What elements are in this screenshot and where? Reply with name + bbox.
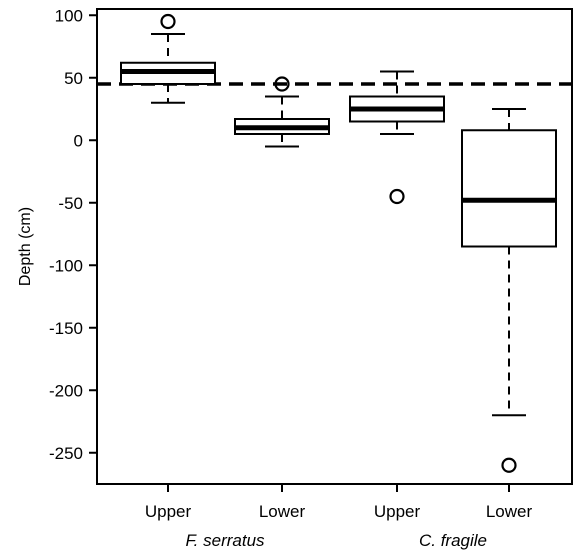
y-tick-label: -150 <box>49 319 83 338</box>
outlier-point <box>274 76 290 92</box>
x-category-label: Upper <box>374 502 421 521</box>
outlier-point <box>389 188 405 205</box>
box-1 <box>120 13 216 104</box>
boxes-layer <box>120 13 557 473</box>
y-tick-label: 50 <box>64 69 83 88</box>
y-tick-label: 0 <box>74 131 83 150</box>
y-tick-label: -250 <box>49 444 83 463</box>
outlier-point <box>501 457 517 473</box>
x-category-label: Lower <box>259 502 306 521</box>
x-category-label: Upper <box>145 502 192 521</box>
box-4 <box>461 108 557 473</box>
interquartile-box <box>461 129 557 248</box>
axes <box>89 8 573 492</box>
y-tick-label: -100 <box>49 256 83 275</box>
y-tick-label: -50 <box>58 194 83 213</box>
box-3 <box>349 70 445 205</box>
outlier-point <box>160 13 176 30</box>
y-tick-label: 100 <box>55 6 83 25</box>
group-label: C. fragile <box>419 531 487 550</box>
y-tick-label: -200 <box>49 381 83 400</box>
x-category-label: Lower <box>486 502 533 521</box>
group-label: F. serratus <box>185 531 265 550</box>
box-2 <box>234 76 330 148</box>
y-axis-title: Depth (cm) <box>17 207 34 286</box>
plot-frame <box>96 8 573 485</box>
labels-layer: 100 50 0 -50 -100 -150 -200 -250 Upper Lower Upper… <box>17 6 532 550</box>
